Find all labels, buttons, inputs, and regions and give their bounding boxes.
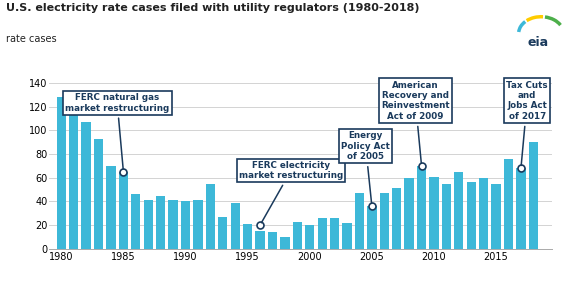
Bar xyxy=(255,231,264,249)
Bar xyxy=(231,202,240,249)
Bar xyxy=(516,168,526,249)
Text: Tax Cuts
and
Jobs Act
of 2017: Tax Cuts and Jobs Act of 2017 xyxy=(507,81,548,166)
Bar xyxy=(156,196,166,249)
Bar xyxy=(243,224,252,249)
Bar xyxy=(317,218,327,249)
Bar xyxy=(193,200,202,249)
Bar xyxy=(479,178,488,249)
Bar xyxy=(181,201,190,249)
Text: U.S. electricity rate cases filed with utility regulators (1980-2018): U.S. electricity rate cases filed with u… xyxy=(6,3,419,13)
Bar xyxy=(454,172,463,249)
Bar xyxy=(119,172,128,249)
Text: American
Recovery and
Reinvestment
Act of 2009: American Recovery and Reinvestment Act o… xyxy=(381,81,450,163)
Bar xyxy=(404,178,414,249)
Bar xyxy=(57,97,66,249)
Bar xyxy=(69,95,78,249)
Bar xyxy=(367,206,377,249)
Text: eia: eia xyxy=(527,36,548,49)
Text: Energy
Policy Act
of 2005: Energy Policy Act of 2005 xyxy=(341,131,390,203)
Bar xyxy=(430,176,439,249)
Bar xyxy=(492,184,501,249)
Bar xyxy=(106,166,116,249)
Text: rate cases: rate cases xyxy=(6,34,56,44)
Bar xyxy=(131,194,140,249)
Bar xyxy=(330,218,339,249)
Bar xyxy=(528,142,538,249)
Bar xyxy=(94,139,104,249)
Text: FERC natural gas
market restructuring: FERC natural gas market restructuring xyxy=(65,93,169,169)
Bar xyxy=(144,200,153,249)
Bar xyxy=(168,200,178,249)
Bar xyxy=(82,122,91,249)
Bar xyxy=(305,225,315,249)
Bar xyxy=(268,232,277,249)
Bar xyxy=(504,159,513,249)
Bar xyxy=(280,237,290,249)
Bar xyxy=(442,184,451,249)
Bar xyxy=(417,166,426,249)
Bar xyxy=(293,222,302,249)
Bar xyxy=(466,182,476,249)
Text: FERC electricity
market restructuring: FERC electricity market restructuring xyxy=(239,161,343,223)
Bar xyxy=(380,193,389,249)
Bar xyxy=(218,217,228,249)
Bar xyxy=(392,188,401,249)
Bar xyxy=(342,223,352,249)
Bar xyxy=(355,193,364,249)
Bar xyxy=(206,184,215,249)
